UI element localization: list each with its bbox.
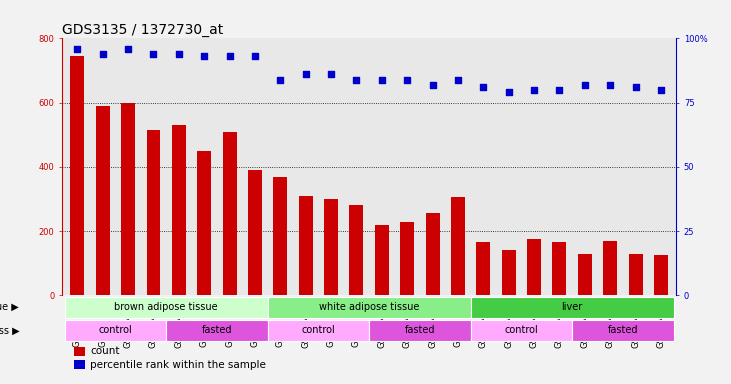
Bar: [553, 242, 567, 295]
Bar: [401, 222, 414, 295]
Bar: [451, 197, 465, 295]
Text: count: count: [91, 346, 120, 356]
Bar: [64, 296, 268, 318]
Point: [122, 46, 134, 52]
Point: [629, 84, 641, 90]
Point: [173, 51, 185, 57]
Point: [605, 81, 616, 88]
Bar: [369, 320, 471, 341]
Bar: [425, 214, 439, 295]
Bar: [375, 225, 389, 295]
Point: [452, 76, 463, 83]
Bar: [471, 320, 572, 341]
Point: [97, 51, 109, 57]
Point: [655, 87, 667, 93]
Bar: [70, 56, 84, 295]
Text: fasted: fasted: [202, 325, 232, 336]
Bar: [501, 250, 515, 295]
Bar: [166, 320, 268, 341]
Bar: [121, 103, 135, 295]
Bar: [654, 255, 668, 295]
Bar: [64, 320, 166, 341]
Bar: [172, 125, 186, 295]
Bar: [75, 347, 86, 356]
Bar: [268, 320, 369, 341]
Bar: [223, 132, 237, 295]
Point: [351, 76, 363, 83]
Point: [401, 76, 413, 83]
Point: [325, 71, 337, 78]
Text: fasted: fasted: [405, 325, 435, 336]
Point: [477, 84, 489, 90]
Point: [553, 87, 565, 93]
Point: [198, 53, 210, 60]
Text: liver: liver: [561, 302, 583, 312]
Bar: [349, 205, 363, 295]
Text: control: control: [504, 325, 538, 336]
Bar: [324, 199, 338, 295]
Point: [579, 81, 591, 88]
Text: GDS3135 / 1372730_at: GDS3135 / 1372730_at: [62, 23, 224, 37]
Bar: [572, 320, 674, 341]
Point: [72, 46, 83, 52]
Bar: [197, 151, 211, 295]
Point: [300, 71, 311, 78]
Text: control: control: [301, 325, 336, 336]
Text: percentile rank within the sample: percentile rank within the sample: [91, 360, 266, 370]
Point: [148, 51, 159, 57]
Bar: [471, 296, 674, 318]
Point: [224, 53, 235, 60]
Point: [503, 89, 515, 96]
Bar: [273, 177, 287, 295]
Point: [275, 76, 287, 83]
Bar: [268, 296, 471, 318]
Point: [529, 87, 540, 93]
Text: tissue ▶: tissue ▶: [0, 302, 19, 312]
Bar: [477, 242, 491, 295]
Text: brown adipose tissue: brown adipose tissue: [114, 302, 218, 312]
Bar: [577, 253, 592, 295]
Text: fasted: fasted: [607, 325, 638, 336]
Bar: [75, 360, 86, 369]
Bar: [146, 130, 161, 295]
Point: [376, 76, 387, 83]
Point: [249, 53, 261, 60]
Bar: [96, 106, 110, 295]
Point: [427, 81, 439, 88]
Bar: [248, 170, 262, 295]
Bar: [527, 239, 541, 295]
Bar: [299, 196, 313, 295]
Bar: [629, 253, 643, 295]
Text: white adipose tissue: white adipose tissue: [319, 302, 420, 312]
Text: stress ▶: stress ▶: [0, 325, 19, 336]
Bar: [603, 241, 617, 295]
Text: control: control: [99, 325, 132, 336]
